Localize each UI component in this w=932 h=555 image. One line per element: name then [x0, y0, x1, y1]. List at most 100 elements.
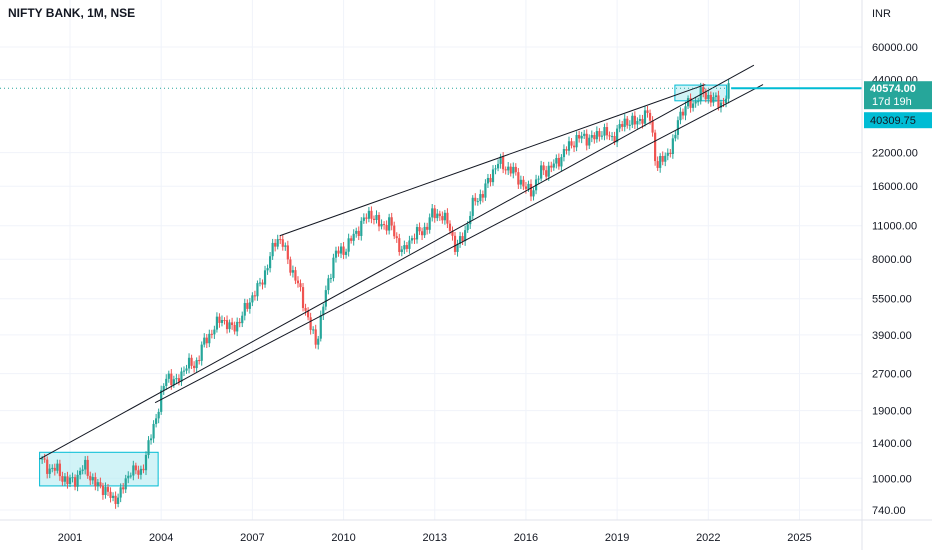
- candle-body: [610, 136, 614, 138]
- candle: [441, 211, 444, 224]
- candle-body: [542, 165, 545, 171]
- candle: [187, 353, 191, 374]
- candle-body: [697, 101, 700, 103]
- candle-body: [324, 290, 327, 307]
- candle-body: [96, 482, 99, 487]
- candle: [327, 274, 330, 295]
- candle: [73, 474, 77, 491]
- candle-body: [94, 477, 97, 487]
- candle: [694, 96, 697, 108]
- candle: [590, 130, 593, 143]
- candle-body: [433, 208, 436, 219]
- currency-label: INR: [872, 8, 891, 20]
- candle: [398, 233, 401, 256]
- candle: [127, 471, 130, 484]
- candle: [547, 161, 550, 181]
- candle-body: [638, 118, 642, 121]
- candle-body: [307, 310, 310, 318]
- candle-body: [648, 112, 652, 121]
- candle: [461, 232, 464, 246]
- candle-body: [692, 103, 695, 108]
- candle: [671, 134, 674, 159]
- candle: [289, 256, 292, 276]
- candle: [155, 413, 158, 428]
- candle: [567, 136, 571, 156]
- candle: [190, 354, 193, 370]
- candle-body: [271, 242, 274, 257]
- candle: [104, 482, 107, 499]
- candle-body: [494, 168, 497, 170]
- candle: [481, 190, 484, 203]
- candle: [370, 206, 373, 224]
- y-tick-label: 16000.00: [872, 181, 918, 193]
- candle-body: [489, 177, 492, 183]
- candle: [312, 326, 315, 334]
- symbol-title[interactable]: NIFTY BANK, 1M, NSE: [8, 6, 136, 20]
- candle: [448, 220, 452, 235]
- candle-body: [512, 166, 515, 174]
- candle: [496, 159, 500, 172]
- candle-body: [279, 239, 282, 241]
- candle-body: [129, 475, 132, 477]
- candle: [220, 315, 224, 327]
- x-tick-label: 2025: [787, 532, 811, 544]
- candle: [679, 107, 682, 125]
- candle: [524, 182, 528, 194]
- candle-body: [294, 270, 297, 281]
- candle-body: [631, 115, 634, 125]
- candle: [380, 219, 383, 230]
- candle-body: [727, 83, 730, 99]
- candle: [377, 212, 381, 232]
- candle-body: [61, 476, 64, 482]
- candle: [213, 325, 216, 339]
- candle: [337, 246, 340, 257]
- candle-body: [666, 152, 669, 156]
- candle: [91, 473, 94, 485]
- candle: [94, 472, 97, 491]
- candle: [329, 273, 332, 283]
- candle-body: [529, 183, 533, 197]
- candle-body: [426, 226, 429, 230]
- candle: [676, 116, 680, 140]
- candle-body: [390, 217, 393, 226]
- candle: [43, 453, 46, 463]
- candle-body: [431, 208, 434, 218]
- candle-body: [661, 155, 664, 162]
- candle: [84, 456, 87, 475]
- candle: [223, 317, 226, 325]
- candle: [367, 207, 370, 223]
- candle: [560, 154, 563, 172]
- candle-body: [233, 325, 236, 332]
- candle: [228, 319, 231, 333]
- candle-body: [182, 370, 186, 372]
- candle: [423, 222, 426, 238]
- candle-body: [309, 317, 312, 330]
- candle: [261, 279, 264, 290]
- candle-body: [524, 186, 528, 189]
- candle-body: [714, 95, 718, 98]
- candle: [557, 153, 560, 170]
- candle: [122, 483, 125, 494]
- candle-body: [117, 497, 120, 504]
- candle: [263, 265, 267, 288]
- candle: [284, 242, 287, 251]
- candle-body: [220, 320, 224, 323]
- candle-body: [507, 166, 510, 171]
- candle-body: [157, 411, 160, 419]
- candle-body: [545, 170, 548, 177]
- candle-body: [210, 333, 213, 335]
- candle: [352, 229, 355, 246]
- candle: [489, 174, 492, 187]
- candle-body: [466, 224, 469, 231]
- candle: [410, 235, 414, 244]
- candle-body: [132, 465, 135, 476]
- candle-body: [236, 321, 239, 332]
- candle: [550, 161, 553, 173]
- candle-body: [557, 157, 560, 167]
- candle-body: [628, 124, 631, 126]
- candle-body: [296, 280, 300, 284]
- candle: [572, 141, 576, 153]
